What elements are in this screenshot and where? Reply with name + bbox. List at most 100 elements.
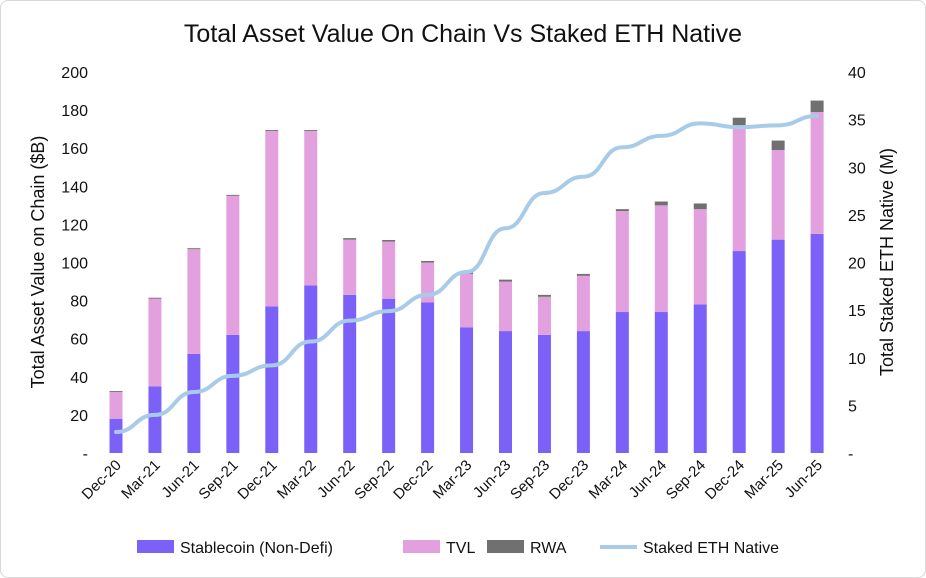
bar-stablecoin-non-defi [460, 327, 474, 453]
bar-stablecoin-non-defi [537, 334, 551, 453]
y-tick-label: - [83, 446, 88, 463]
legend-label: Staked ETH Native [643, 540, 779, 557]
y2-tick-label: 20 [848, 256, 866, 273]
bar-rwa [810, 100, 824, 113]
legend-label: RWA [530, 540, 567, 557]
x-tick-label: Dec-22 [390, 457, 436, 503]
y-axis-label: Total Asset Value on Chain ($B) [28, 136, 48, 389]
bar-tvl [732, 125, 746, 252]
bar-stablecoin-non-defi [343, 294, 357, 453]
bar-tvl [654, 205, 668, 313]
bar-stablecoin-non-defi [810, 233, 824, 453]
legend-item: Staked ETH Native [600, 540, 779, 557]
x-tick-label: Mar-22 [274, 457, 320, 503]
bar-tvl [771, 150, 785, 240]
bar-rwa [187, 248, 201, 250]
legend-swatch [137, 540, 174, 553]
legend-swatch [487, 540, 524, 553]
bar-tvl [499, 281, 512, 332]
bar-rwa [615, 209, 629, 212]
bar-stablecoin-non-defi [109, 418, 123, 453]
x-tick-label: Dec-24 [702, 457, 748, 503]
legend-item: Stablecoin (Non-Defi) [137, 540, 333, 557]
y-tick-label: 200 [61, 65, 88, 82]
bar-stablecoin-non-defi [421, 302, 435, 453]
legend-swatch [403, 540, 440, 553]
x-tick-label: Jun-24 [626, 457, 670, 501]
y2-tick-label: 15 [848, 303, 866, 320]
x-tick-label: Sep-24 [663, 457, 709, 503]
bar-tvl [148, 298, 162, 387]
bar-stablecoin-non-defi [382, 298, 396, 453]
bar-tvl [615, 211, 629, 313]
y-tick-label: 120 [61, 217, 88, 234]
bar-tvl [537, 296, 551, 335]
y2-tick-label: 40 [848, 65, 866, 82]
bar-tvl [304, 131, 318, 286]
y-tick-label: 140 [61, 179, 88, 196]
bar-rwa [382, 240, 396, 242]
bar-stablecoin-non-defi [576, 331, 590, 453]
y-tick-label: 60 [70, 332, 88, 349]
bar-rwa [304, 130, 318, 132]
bar-rwa [421, 260, 435, 263]
y-tick-label: 40 [70, 370, 88, 387]
bar-stablecoin-non-defi [265, 306, 279, 453]
x-tick-label: Sep-21 [195, 457, 241, 503]
x-tick-label: Jun-21 [158, 457, 202, 501]
bar-stablecoin-non-defi [499, 331, 512, 453]
chart-title: Total Asset Value On Chain Vs Staked ETH… [184, 20, 742, 48]
x-tick-label: Jun-25 [781, 457, 825, 501]
y-tick-label: 180 [61, 103, 88, 120]
bar-tvl [421, 262, 435, 303]
bar-stablecoin-non-defi [654, 312, 668, 453]
y2-tick-label: 25 [848, 208, 866, 225]
bar-rwa [265, 130, 279, 132]
x-tick-label: Jun-23 [470, 457, 514, 501]
y-tick-label: 80 [70, 294, 88, 311]
bar-stablecoin-non-defi [304, 285, 318, 453]
y2-tick-label: 10 [848, 351, 866, 368]
bar-rwa [226, 194, 240, 196]
legend-item: TVL [403, 540, 475, 557]
legend-label: Stablecoin (Non-Defi) [180, 540, 333, 557]
bar-rwa [148, 297, 162, 299]
bar-tvl [187, 249, 201, 354]
bar-tvl [226, 195, 240, 335]
bar-rwa [109, 391, 123, 393]
bar-rwa [343, 238, 357, 240]
x-tick-label: Mar-23 [430, 457, 476, 503]
legend-item: RWA [487, 540, 567, 557]
y2-tick-label: 5 [848, 398, 857, 415]
bar-rwa [537, 294, 551, 297]
bar-rwa [499, 279, 512, 282]
bar-tvl [109, 392, 123, 419]
y2-axis-label: Total Staked ETH Native (M) [877, 148, 897, 376]
bar-stablecoin-non-defi [148, 386, 162, 453]
x-tick-label: Dec-20 [79, 457, 125, 503]
x-tick-label: Mar-24 [586, 457, 632, 503]
y-tick-label: 100 [61, 256, 88, 273]
y2-tick-label: 35 [848, 113, 866, 130]
bar-tvl [343, 239, 357, 295]
x-tick-label: Dec-21 [234, 457, 280, 503]
bar-stablecoin-non-defi [771, 239, 785, 453]
staked-eth-line [114, 113, 820, 435]
bar-rwa [654, 201, 668, 206]
bar-rwa [693, 203, 707, 210]
x-tick-label: Sep-23 [507, 457, 553, 503]
bar-tvl [382, 241, 396, 299]
y2-tick-label: - [848, 446, 853, 463]
bar-rwa [576, 273, 590, 276]
x-tick-label: Mar-21 [118, 457, 164, 503]
x-tick-label: Jun-22 [314, 457, 358, 501]
bar-stablecoin-non-defi [226, 334, 240, 453]
legend-label: TVL [446, 540, 475, 557]
bar-stablecoin-non-defi [615, 312, 629, 453]
x-tick-label: Sep-22 [351, 457, 397, 503]
bar-tvl [576, 275, 590, 332]
bar-tvl [460, 273, 474, 328]
bar-tvl [810, 112, 824, 234]
bar-rwa [732, 117, 746, 126]
